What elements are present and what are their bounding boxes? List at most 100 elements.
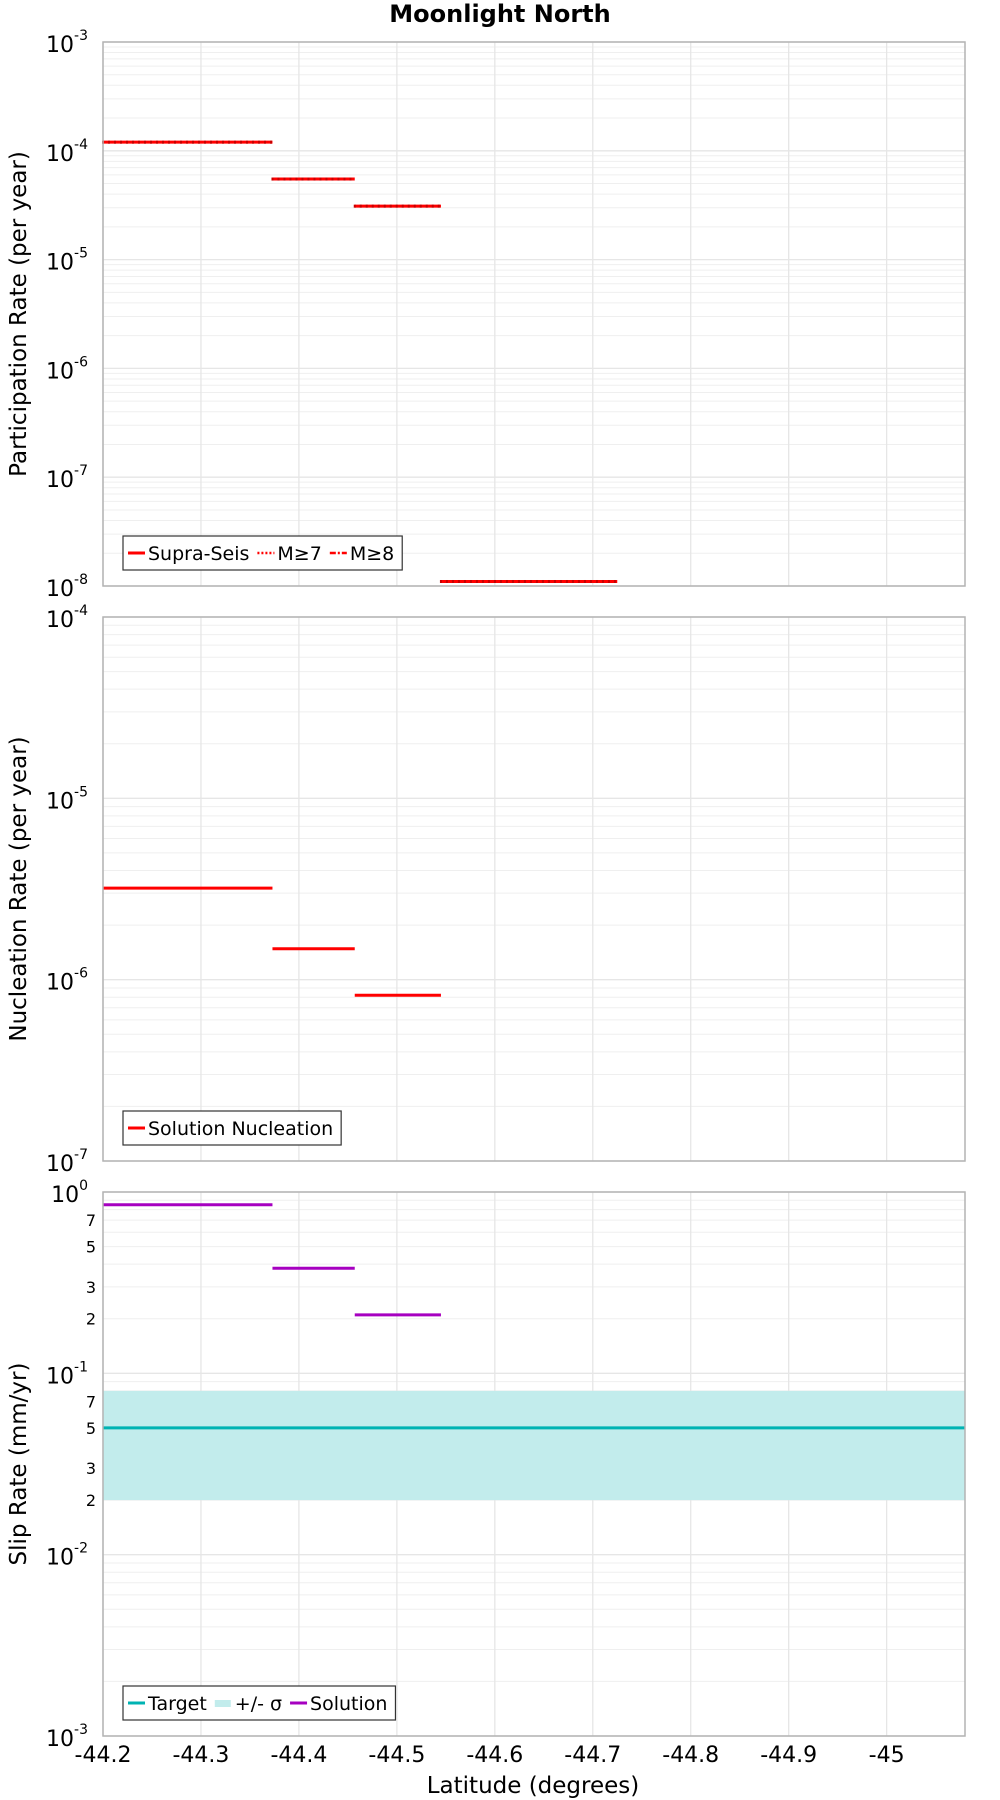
series-point-marker <box>289 177 292 181</box>
series-point-marker <box>240 140 242 144</box>
y-tick-label: 10-5 <box>46 784 88 814</box>
series-point-marker <box>319 177 322 181</box>
series-point-marker <box>535 579 538 583</box>
x-tick-label: -44.5 <box>368 1743 425 1768</box>
series-point-marker <box>493 579 496 583</box>
x-tick-label: -44.4 <box>270 1743 327 1768</box>
panel-1: 10-3 10-4 10-5 10-6 10-7 10-8 Participation Ra… <box>6 28 966 602</box>
y-tick-label: 10-1 <box>46 1359 88 1389</box>
y-minor-tick-label: 7 <box>86 1392 96 1411</box>
legend-label-supra-seis: Supra-Seis <box>148 543 249 565</box>
series-point-marker <box>349 177 352 181</box>
series-point-marker <box>457 579 460 583</box>
series-point-marker <box>401 204 404 208</box>
series-point-marker <box>547 579 550 583</box>
series-point-marker <box>337 177 340 181</box>
x-tick-label: -44.6 <box>466 1743 523 1768</box>
legend-label-solution-nucleation: Solution Nucleation <box>148 1118 333 1140</box>
y-minor-tick-label: 2 <box>86 1310 96 1329</box>
series-point-marker <box>371 204 374 208</box>
series-point-marker <box>359 204 362 208</box>
series-point-marker <box>469 579 472 583</box>
legend: Solution Nucleation <box>122 1110 342 1146</box>
series-point-marker <box>180 140 182 144</box>
y-tick-label: 10-7 <box>46 463 88 493</box>
series-point-marker <box>144 140 146 144</box>
series-point-marker <box>283 177 286 181</box>
y-tick-label: 10-4 <box>46 137 88 167</box>
series-point-marker <box>198 140 200 144</box>
series-point-marker <box>589 579 592 583</box>
series-point-marker <box>553 579 556 583</box>
legend-label-target: Target <box>147 1693 207 1715</box>
panel-3: 100 10-1 10-2 10-3 7 5 3 2 7 5 3 2 Slip Rate (mm/yr)… <box>6 1178 966 1768</box>
series-point-marker <box>216 140 218 144</box>
series-point-marker <box>451 579 454 583</box>
series-point-marker <box>174 140 176 144</box>
series-point-marker <box>529 579 532 583</box>
x-tick-label: -44.8 <box>662 1743 719 1768</box>
series-point-marker <box>383 204 386 208</box>
y-tick-label: 10-3 <box>46 28 88 58</box>
series-point-marker <box>481 579 484 583</box>
legend-label-m-7: M≥7 <box>277 543 321 565</box>
series-point-marker <box>475 579 478 583</box>
series-point-marker <box>601 579 604 583</box>
x-tick-label: -44.7 <box>564 1743 621 1768</box>
series-point-marker <box>499 579 502 583</box>
series-point-marker <box>150 140 152 144</box>
y-minor-tick-label: 5 <box>86 1419 96 1438</box>
series-point-marker <box>156 140 158 144</box>
series-point-marker <box>271 177 274 181</box>
y-tick-label: 10-2 <box>46 1541 88 1571</box>
y-tick-label: 10-6 <box>46 966 88 996</box>
series-point-marker <box>511 579 514 583</box>
series-point-marker <box>343 177 346 181</box>
series-point-marker <box>168 140 170 144</box>
legend-label-m-8: M≥8 <box>350 543 394 565</box>
series-point-marker <box>431 204 434 208</box>
series-point-marker <box>571 579 574 583</box>
series-point-marker <box>541 579 544 583</box>
y-minor-tick-label: 2 <box>86 1491 96 1510</box>
series-point-marker <box>132 140 134 144</box>
legend-swatch-sigma <box>214 1700 231 1707</box>
series-point-marker <box>377 204 380 208</box>
series-point-marker <box>439 579 442 583</box>
series-point-marker <box>313 177 316 181</box>
series-point-marker <box>222 140 224 144</box>
series-point-marker <box>126 140 128 144</box>
series-point-marker <box>114 140 116 144</box>
series-point-marker <box>389 204 392 208</box>
legend: Target +/- σ Solution <box>122 1685 397 1721</box>
series-point-marker <box>204 140 206 144</box>
legend-label-sigma: +/- σ <box>235 1693 282 1715</box>
series-point-marker <box>559 579 562 583</box>
chart-title: Moonlight North <box>389 0 610 28</box>
series-point-marker <box>365 204 368 208</box>
y-minor-tick-label: 5 <box>86 1238 96 1257</box>
x-tick-label: -44.9 <box>760 1743 817 1768</box>
series-point-marker <box>577 579 580 583</box>
series-point-marker <box>307 177 310 181</box>
plot-frame <box>102 41 966 587</box>
y-tick-label: 10-3 <box>46 1722 88 1752</box>
x-tick-label: -45 <box>869 1743 905 1768</box>
series-point-marker <box>463 579 466 583</box>
y-tick-label: 10-4 <box>46 603 88 633</box>
y-axis-label: Nucleation Rate (per year) <box>6 736 32 1041</box>
series-point-marker <box>210 140 212 144</box>
legend-box <box>122 1685 397 1721</box>
series-point-marker <box>425 204 428 208</box>
series-point-marker <box>395 204 398 208</box>
y-tick-label: 10-6 <box>46 354 88 384</box>
series-point-marker <box>252 140 254 144</box>
series-point-marker <box>234 140 236 144</box>
y-minor-tick-label: 3 <box>86 1278 96 1297</box>
series-point-marker <box>517 579 520 583</box>
series-point-marker <box>264 140 266 144</box>
series-point-marker <box>523 579 526 583</box>
series-point-marker <box>353 204 356 208</box>
series-point-marker <box>277 177 280 181</box>
